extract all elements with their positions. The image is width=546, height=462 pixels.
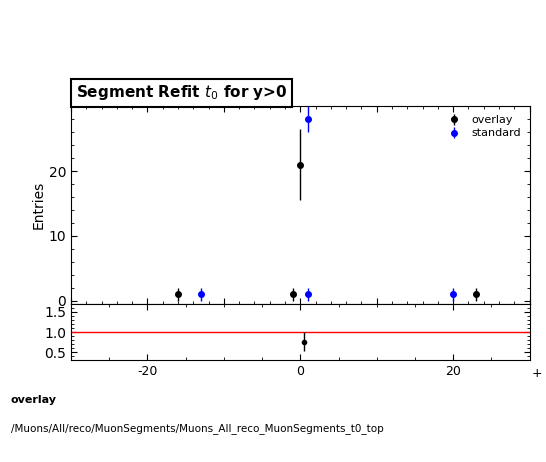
Legend: overlay, standard: overlay, standard — [442, 112, 524, 142]
Text: overlay: overlay — [11, 395, 57, 405]
Text: /Muons/All/reco/MuonSegments/Muons_All_reco_MuonSegments_t0_top: /Muons/All/reco/MuonSegments/Muons_All_r… — [11, 423, 384, 434]
Y-axis label: Entries: Entries — [32, 181, 46, 229]
Text: +: + — [532, 367, 543, 380]
Text: Segment Refit $t_0$ for y>0: Segment Refit $t_0$ for y>0 — [75, 83, 287, 102]
